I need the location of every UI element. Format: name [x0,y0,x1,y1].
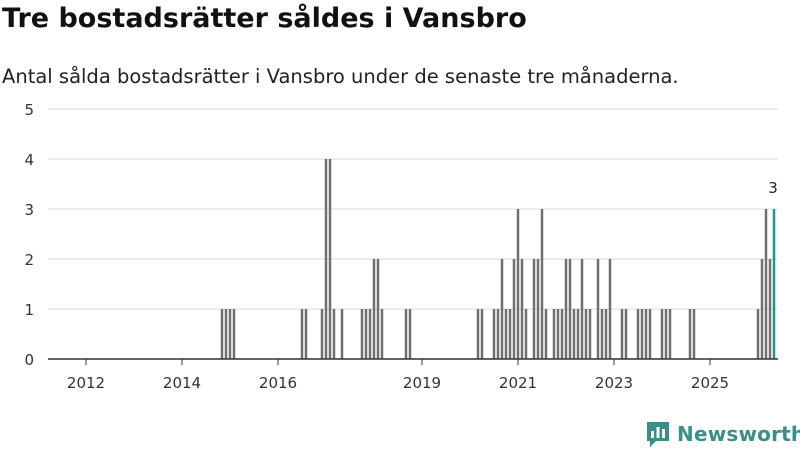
bar [524,309,528,359]
bar [660,309,664,359]
annotations: 3 [768,179,778,197]
x-tick-label: 2023 [595,374,633,392]
newsworthy-icon [647,422,669,447]
x-tick-label: 2021 [499,374,537,392]
x-tick-label: 2025 [691,374,729,392]
bar [600,309,604,359]
y-tick-label: 4 [24,151,34,169]
chart-subtitle: Antal sålda bostadsrätter i Vansbro unde… [2,65,679,88]
bar [648,309,652,359]
bar [480,309,484,359]
bar [228,309,232,359]
bar [664,309,668,359]
bar [232,309,236,359]
bar [668,309,672,359]
x-tick-label: 2019 [403,374,441,392]
y-tick-label: 5 [24,101,34,119]
bar [504,309,508,359]
bar [512,259,516,359]
bar [544,309,548,359]
bar [764,209,768,359]
y-tick-label: 3 [24,201,34,219]
bar [360,309,364,359]
bar [520,259,524,359]
bar [540,209,544,359]
bar [580,259,584,359]
bar [576,309,580,359]
bar [768,259,772,359]
bar [404,309,408,359]
gridlines [48,108,778,310]
bar-highlight [772,209,776,359]
bar [508,309,512,359]
bar [324,159,328,359]
bar [756,309,760,359]
y-tick-label: 0 [24,351,34,369]
bar [496,309,500,359]
bar [220,309,224,359]
bar [604,309,608,359]
x-axis: 2012 2014 2016 2019 2021 2023 2025 [48,358,778,392]
bar [492,309,496,359]
bar [624,309,628,359]
bar [560,309,564,359]
bar [584,309,588,359]
bar [644,309,648,359]
bar [572,309,576,359]
bars [220,159,776,359]
bar [536,259,540,359]
x-tick-label: 2012 [67,374,105,392]
bar [364,309,368,359]
bar [552,309,556,359]
data-label: 3 [768,179,778,197]
bar [568,259,572,359]
bar [620,309,624,359]
bar [608,259,612,359]
bar-chart: 0 1 2 3 4 5 2012 2014 2016 2019 2021 2023 2025 3 [24,101,778,392]
newsworthy-logo[interactable]: Newsworthy [645,419,800,449]
bar [500,259,504,359]
bar [224,309,228,359]
bar [328,159,332,359]
bar [476,309,480,359]
bar [588,309,592,359]
bar [332,309,336,359]
bar [304,309,308,359]
bar [372,259,376,359]
bar [408,309,412,359]
x-tick-label: 2016 [259,374,297,392]
y-axis-labels: 0 1 2 3 4 5 [24,101,34,369]
bar [556,309,560,359]
bar [368,309,372,359]
y-tick-label: 1 [24,301,34,319]
bar [300,309,304,359]
bar [376,259,380,359]
bar [688,309,692,359]
bar [516,209,520,359]
x-tick-label: 2014 [163,374,201,392]
brand-name: Newsworthy [677,422,800,446]
chart-title: Tre bostadsrätter såldes i Vansbro [2,3,527,34]
bar [596,259,600,359]
bar [532,259,536,359]
bar [340,309,344,359]
bar [640,309,644,359]
bar [760,259,764,359]
bar [380,309,384,359]
bar [320,309,324,359]
bar [692,309,696,359]
bar [636,309,640,359]
y-tick-label: 2 [24,251,34,269]
bar [564,259,568,359]
